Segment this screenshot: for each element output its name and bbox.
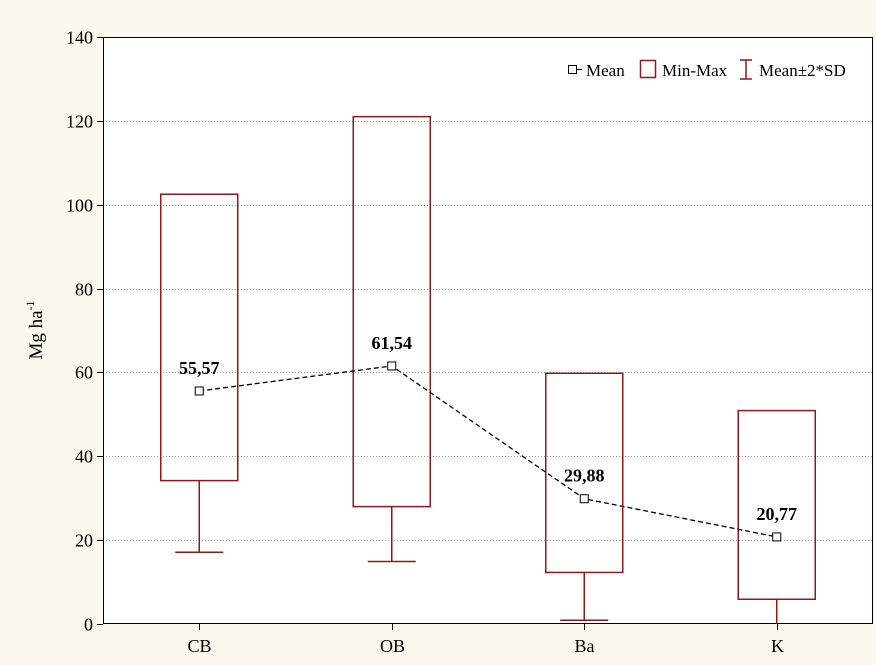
series: 55,57 61,54 29,88 20,77 <box>160 115 816 624</box>
axes: 0 20 40 60 80 100 120 140 CB OB Ba K <box>66 28 873 656</box>
y-tick-label: 80 <box>75 280 93 300</box>
legend-mean-marker <box>568 65 577 74</box>
y-axis-label-text: Mg ha <box>26 310 47 360</box>
mean-marker <box>772 532 782 542</box>
x-tick-label: Ba <box>575 636 595 656</box>
legend-minmax-swatch <box>639 59 657 79</box>
min-max-box <box>352 115 431 508</box>
plot-area <box>103 37 873 624</box>
legend-minmax-label: Min-Max <box>662 61 728 80</box>
mean-value-label: 61,54 <box>372 333 413 353</box>
y-axis-label-superscript: -1 <box>23 300 37 310</box>
plot-frame <box>103 37 873 624</box>
mean-marker <box>387 361 397 371</box>
min-max-box <box>160 193 239 482</box>
legend-mean-label: Mean <box>586 61 625 80</box>
mean-value-label: 20,77 <box>757 504 798 524</box>
min-max-box <box>737 409 816 601</box>
mean-marker <box>194 386 204 396</box>
legend-sd-label: Mean±2*SD <box>759 61 846 80</box>
y-tick-label: 40 <box>75 447 93 467</box>
y-axis-label: Mg ha-1 <box>23 300 47 359</box>
legend: Mean Min-Max Mean±2*SD <box>568 59 846 80</box>
y-tick-label: 0 <box>84 615 93 635</box>
y-tick-label: 140 <box>66 28 93 48</box>
legend-sd-whisker-icon <box>740 59 752 80</box>
y-tick-label: 120 <box>66 112 93 132</box>
y-tick-label: 60 <box>75 363 93 383</box>
min-max-box <box>545 372 624 574</box>
mean-line <box>199 365 777 538</box>
x-tick-label: OB <box>380 636 405 656</box>
x-tick-label: CB <box>187 636 211 656</box>
y-tick-label: 20 <box>75 531 93 551</box>
x-tick-label: K <box>771 636 784 656</box>
mean-value-label: 55,57 <box>179 358 220 378</box>
mean-value-label: 29,88 <box>564 466 605 486</box>
y-tick-label: 100 <box>66 196 93 216</box>
grid-lines <box>103 121 873 541</box>
mean-marker <box>579 494 589 504</box>
